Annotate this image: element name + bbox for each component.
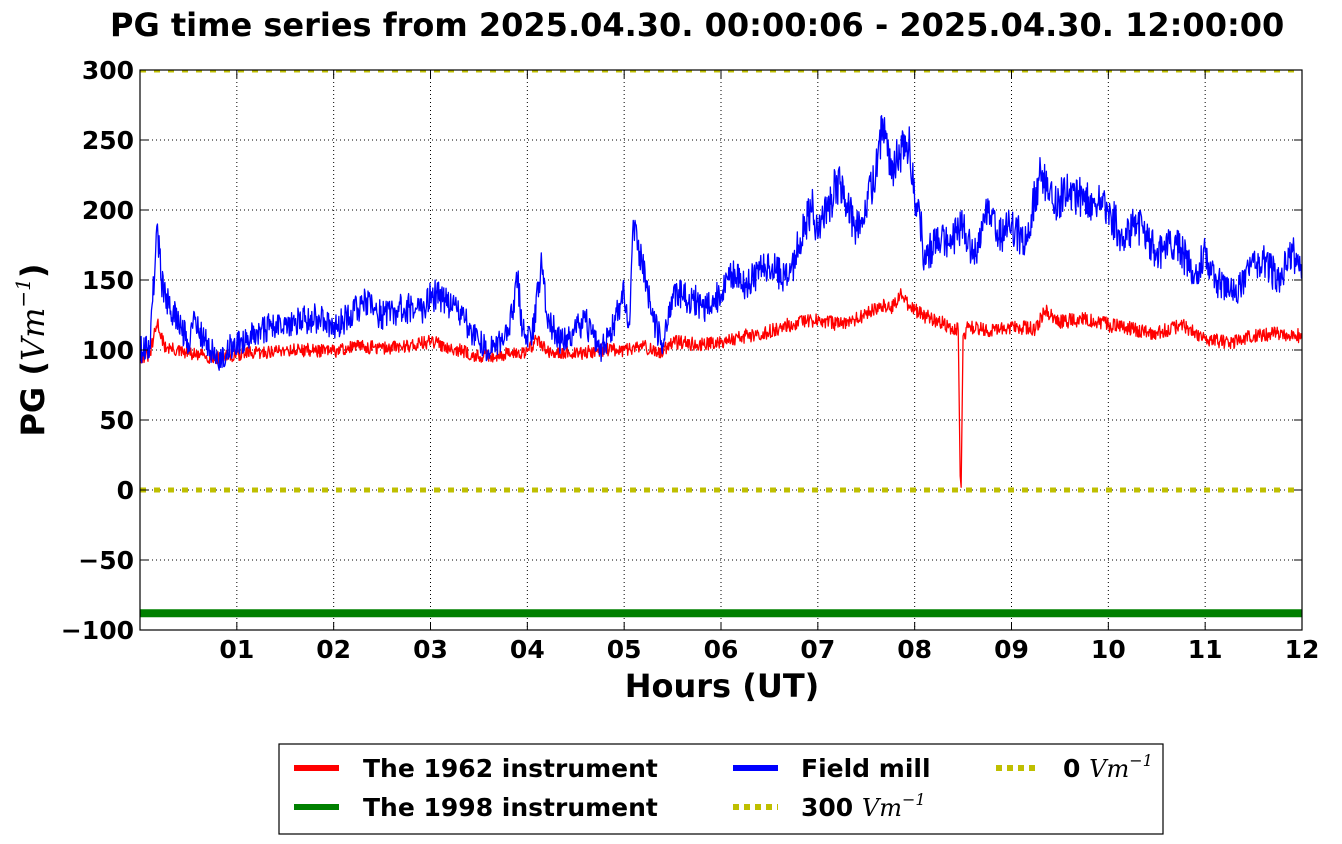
y-tick-label: 250: [82, 126, 134, 155]
legend-box: [278, 743, 1164, 835]
legend-label-0-vm: 0 Vm−1: [1063, 751, 1153, 783]
y-tick-label: −50: [78, 546, 134, 575]
legend-label-300-exp: −1: [902, 790, 926, 809]
legend-label-1962: The 1962 instrument: [363, 754, 658, 783]
legend-entry-1998-instrument: The 1998 instrument: [294, 793, 658, 822]
legend-entry-300-vm: 300 Vm−1: [733, 790, 926, 822]
x-tick-label: 06: [704, 635, 739, 664]
x-axis-ticks: 01 02 03 04 05 06 07 08 09 10 11 12: [219, 70, 1319, 664]
x-tick-label: 05: [607, 635, 642, 664]
x-tick-label: 11: [1188, 635, 1223, 664]
legend-label-0-exp: −1: [1129, 751, 1153, 770]
x-tick-label: 07: [800, 635, 835, 664]
y-tick-label: 150: [82, 266, 134, 295]
legend-label-0-unit: Vm: [1089, 755, 1129, 783]
legend-entry-0-vm: 0 Vm−1: [996, 751, 1153, 783]
chart-title: PG time series from 2025.04.30. 00:00:06…: [110, 6, 1284, 44]
y-axis-label-text: PG (: [14, 361, 52, 436]
y-axis-label: PG (Vm−1): [11, 263, 52, 436]
y-tick-label: 50: [99, 406, 134, 435]
x-tick-label: 01: [219, 635, 254, 664]
svg-text:PG (Vm−1): PG (Vm−1): [11, 263, 52, 436]
x-tick-label: 08: [897, 635, 932, 664]
legend-label-field-mill: Field mill: [801, 754, 931, 783]
x-tick-label: 10: [1091, 635, 1126, 664]
x-tick-label: 04: [510, 635, 545, 664]
x-tick-label: 02: [316, 635, 351, 664]
x-tick-label: 12: [1285, 635, 1320, 664]
y-axis-label-close: ): [14, 263, 52, 278]
legend-label-300-vm: 300 Vm−1: [801, 790, 926, 822]
series-line-0: [140, 288, 1302, 488]
legend-label-0-value: 0: [1063, 754, 1080, 783]
series-lines: [140, 70, 1302, 618]
legend-label-300-unit: Vm: [862, 794, 902, 822]
x-axis-label: Hours (UT): [625, 667, 820, 705]
x-tick-label: 03: [413, 635, 448, 664]
legend-entry-1962-instrument: The 1962 instrument: [294, 754, 658, 783]
y-axis-label-unit: Vm: [14, 308, 52, 361]
legend-label-300-value: 300: [801, 793, 853, 822]
x-tick-label: 09: [994, 635, 1029, 664]
legend: The 1962 instrument The 1998 instrument …: [278, 743, 1164, 835]
legend-entry-field-mill: Field mill: [733, 754, 931, 783]
y-tick-label: 100: [82, 336, 134, 365]
legend-label-1998: The 1998 instrument: [363, 793, 658, 822]
y-axis-ticks: 300 250 200 150 100 50 0 −50 −100: [61, 56, 1302, 645]
y-tick-label: −100: [61, 616, 134, 645]
y-tick-label: 0: [117, 476, 134, 505]
y-axis-label-exponent: −1: [11, 278, 35, 307]
series-line-2: [140, 115, 1302, 371]
y-tick-label: 300: [82, 56, 134, 85]
y-tick-label: 200: [82, 196, 134, 225]
